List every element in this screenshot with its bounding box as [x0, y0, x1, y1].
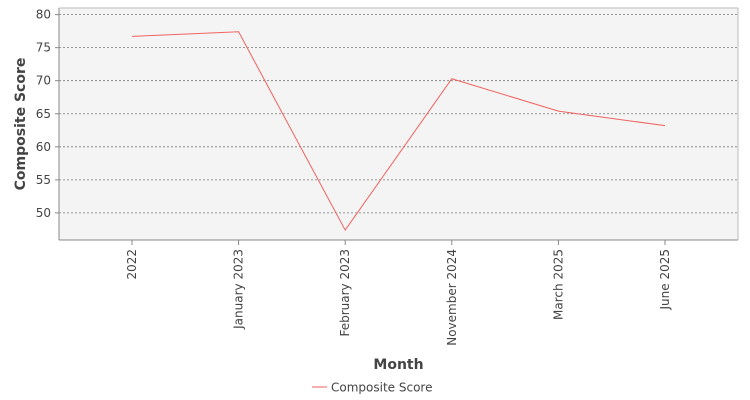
plot-area [59, 8, 738, 240]
y-tick-label: 80 [36, 8, 51, 22]
x-tick-label: February 2023 [338, 249, 352, 337]
y-tick-label: 60 [36, 140, 51, 154]
y-tick-label: 55 [36, 173, 51, 187]
y-tick-label: 65 [36, 107, 51, 121]
y-axis-title: Composite Score [13, 58, 29, 191]
x-axis-title: Month [373, 357, 423, 373]
x-tick-label: 2022 [125, 249, 139, 280]
x-tick-label: June 2025 [658, 249, 672, 311]
x-tick-label: January 2023 [232, 249, 246, 330]
series-line-composite-score [131, 31, 666, 232]
legend: Composite Score [312, 381, 432, 395]
axes [58, 7, 739, 241]
x-tick-label: March 2025 [551, 249, 565, 320]
x-tick-label: November 2024 [445, 249, 459, 346]
gridlines [59, 14, 738, 214]
x-axis-ticks: 2022 January 2023 February 2023 November 20… [125, 240, 672, 346]
series-layer [131, 31, 666, 232]
y-axis-ticks: 50 55 60 65 70 75 80 [36, 8, 59, 220]
y-tick-label: 75 [36, 41, 51, 55]
y-tick-label: 70 [36, 74, 51, 88]
y-tick-label: 50 [36, 206, 51, 220]
legend-label-composite-score: Composite Score [331, 381, 432, 395]
